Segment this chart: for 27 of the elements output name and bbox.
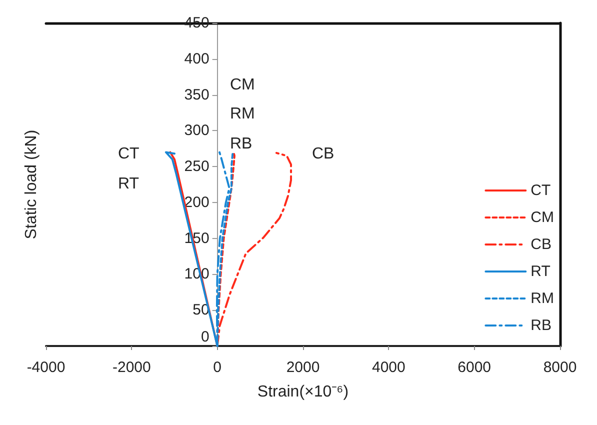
y-tick-label: 350 — [184, 86, 210, 104]
legend-label: CT — [530, 182, 551, 199]
x-tick-label: 6000 — [458, 359, 492, 376]
legend-label: CB — [530, 236, 552, 253]
y-tick-label: 200 — [184, 194, 210, 211]
x-tick-label: 8000 — [543, 359, 577, 376]
y-tick-label: 400 — [184, 50, 210, 68]
y-tick-label: 250 — [184, 158, 210, 176]
annotation: RM — [230, 106, 255, 122]
legend-label: CM — [530, 209, 554, 226]
x-tick-label: 0 — [213, 359, 222, 376]
annotation: CT — [118, 146, 140, 162]
x-tick-label: -4000 — [26, 359, 66, 376]
y-axis-title: Static load (kN) — [22, 130, 40, 240]
y-tick-label: 0 — [200, 328, 210, 346]
legend-label: RT — [530, 263, 550, 280]
annotation: CB — [312, 146, 334, 162]
annotation: RB — [230, 136, 252, 152]
x-tick-label: -2000 — [112, 359, 151, 376]
legend-label: RB — [530, 317, 552, 334]
x-axis-title: Strain(×10⁻⁶) — [257, 384, 349, 400]
annotation: CM — [230, 76, 255, 94]
y-tick-label: 300 — [184, 122, 210, 140]
x-tick-label: 2000 — [286, 359, 320, 376]
legend-label: RM — [530, 290, 554, 307]
x-tick-label: 4000 — [372, 359, 406, 376]
annotation: RT — [118, 176, 140, 192]
